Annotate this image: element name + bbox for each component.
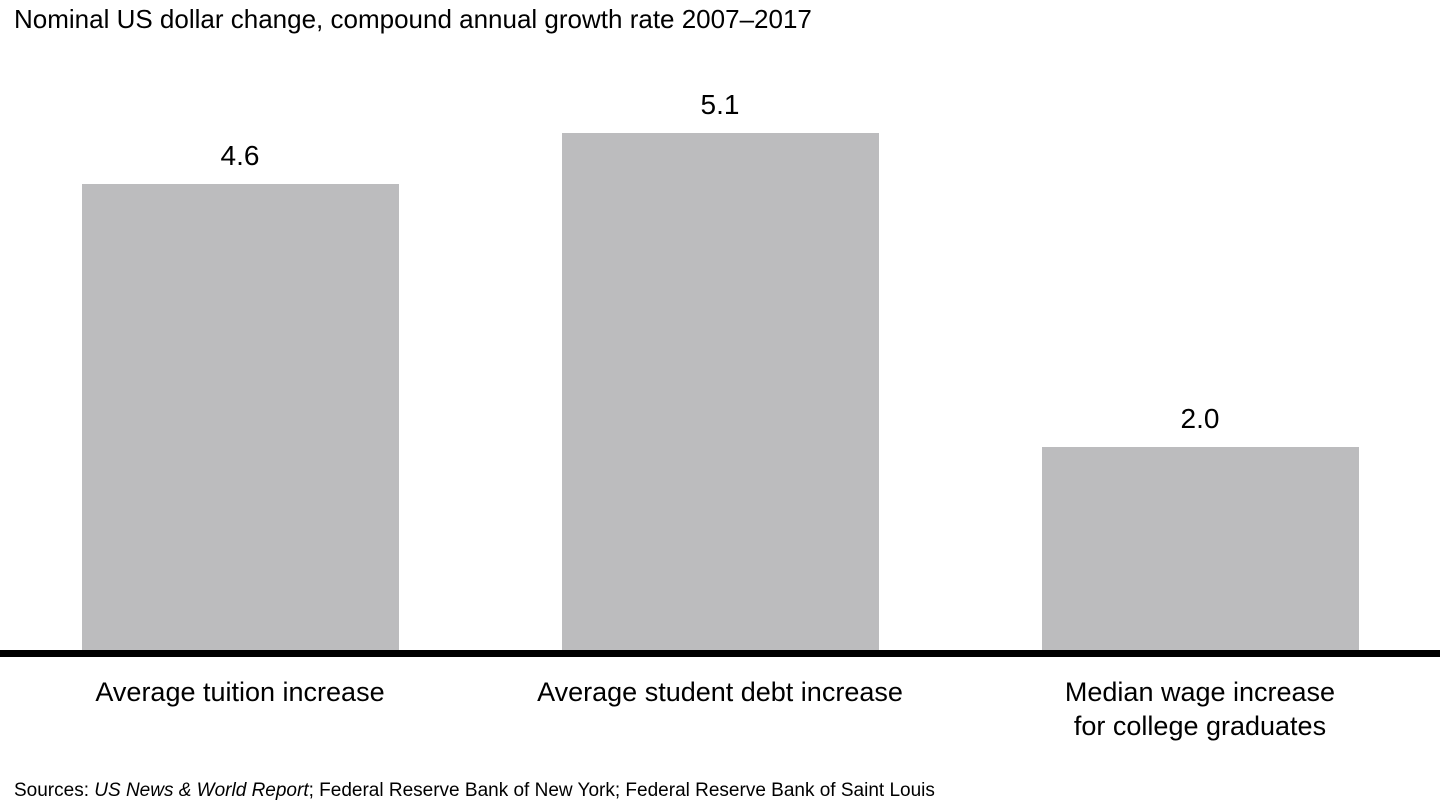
category-label-line: Median wage increase (1064, 677, 1336, 707)
category-label-line: Average student debt increase (537, 677, 903, 707)
sources-rest: ; Federal Reserve Bank of New York; Fede… (308, 780, 935, 801)
plot-area: 4.6 5.1 2.0 (0, 60, 1440, 650)
bar-student-debt (561, 133, 879, 650)
bar-column-tuition: 4.6 (0, 140, 480, 650)
bar-column-student-debt: 5.1 (480, 89, 960, 650)
category-label-tuition: Average tuition increase (0, 675, 480, 744)
bar-tuition (81, 184, 399, 650)
category-label-line: for college graduates (1073, 711, 1327, 742)
value-label-student-debt: 5.1 (700, 89, 740, 120)
sources-italic-publication: US News & World Report (94, 780, 309, 801)
x-axis-baseline (0, 650, 1440, 657)
sources-prefix: Sources: (14, 780, 95, 801)
category-label-line: Average tuition increase (95, 677, 385, 707)
value-label-median-wage: 2.0 (1180, 403, 1220, 434)
category-labels-row: Average tuition increase Average student… (0, 675, 1440, 744)
sources-note: Sources: US News & World Report; Federal… (14, 780, 935, 802)
chart-title: Nominal US dollar change, compound annua… (14, 4, 812, 34)
category-label-median-wage: Median wage increase for college graduat… (960, 675, 1440, 744)
bar-column-median-wage: 2.0 (960, 403, 1440, 650)
value-label-tuition: 4.6 (220, 140, 260, 171)
category-label-student-debt: Average student debt increase (480, 675, 960, 744)
bar-median-wage (1041, 447, 1359, 650)
